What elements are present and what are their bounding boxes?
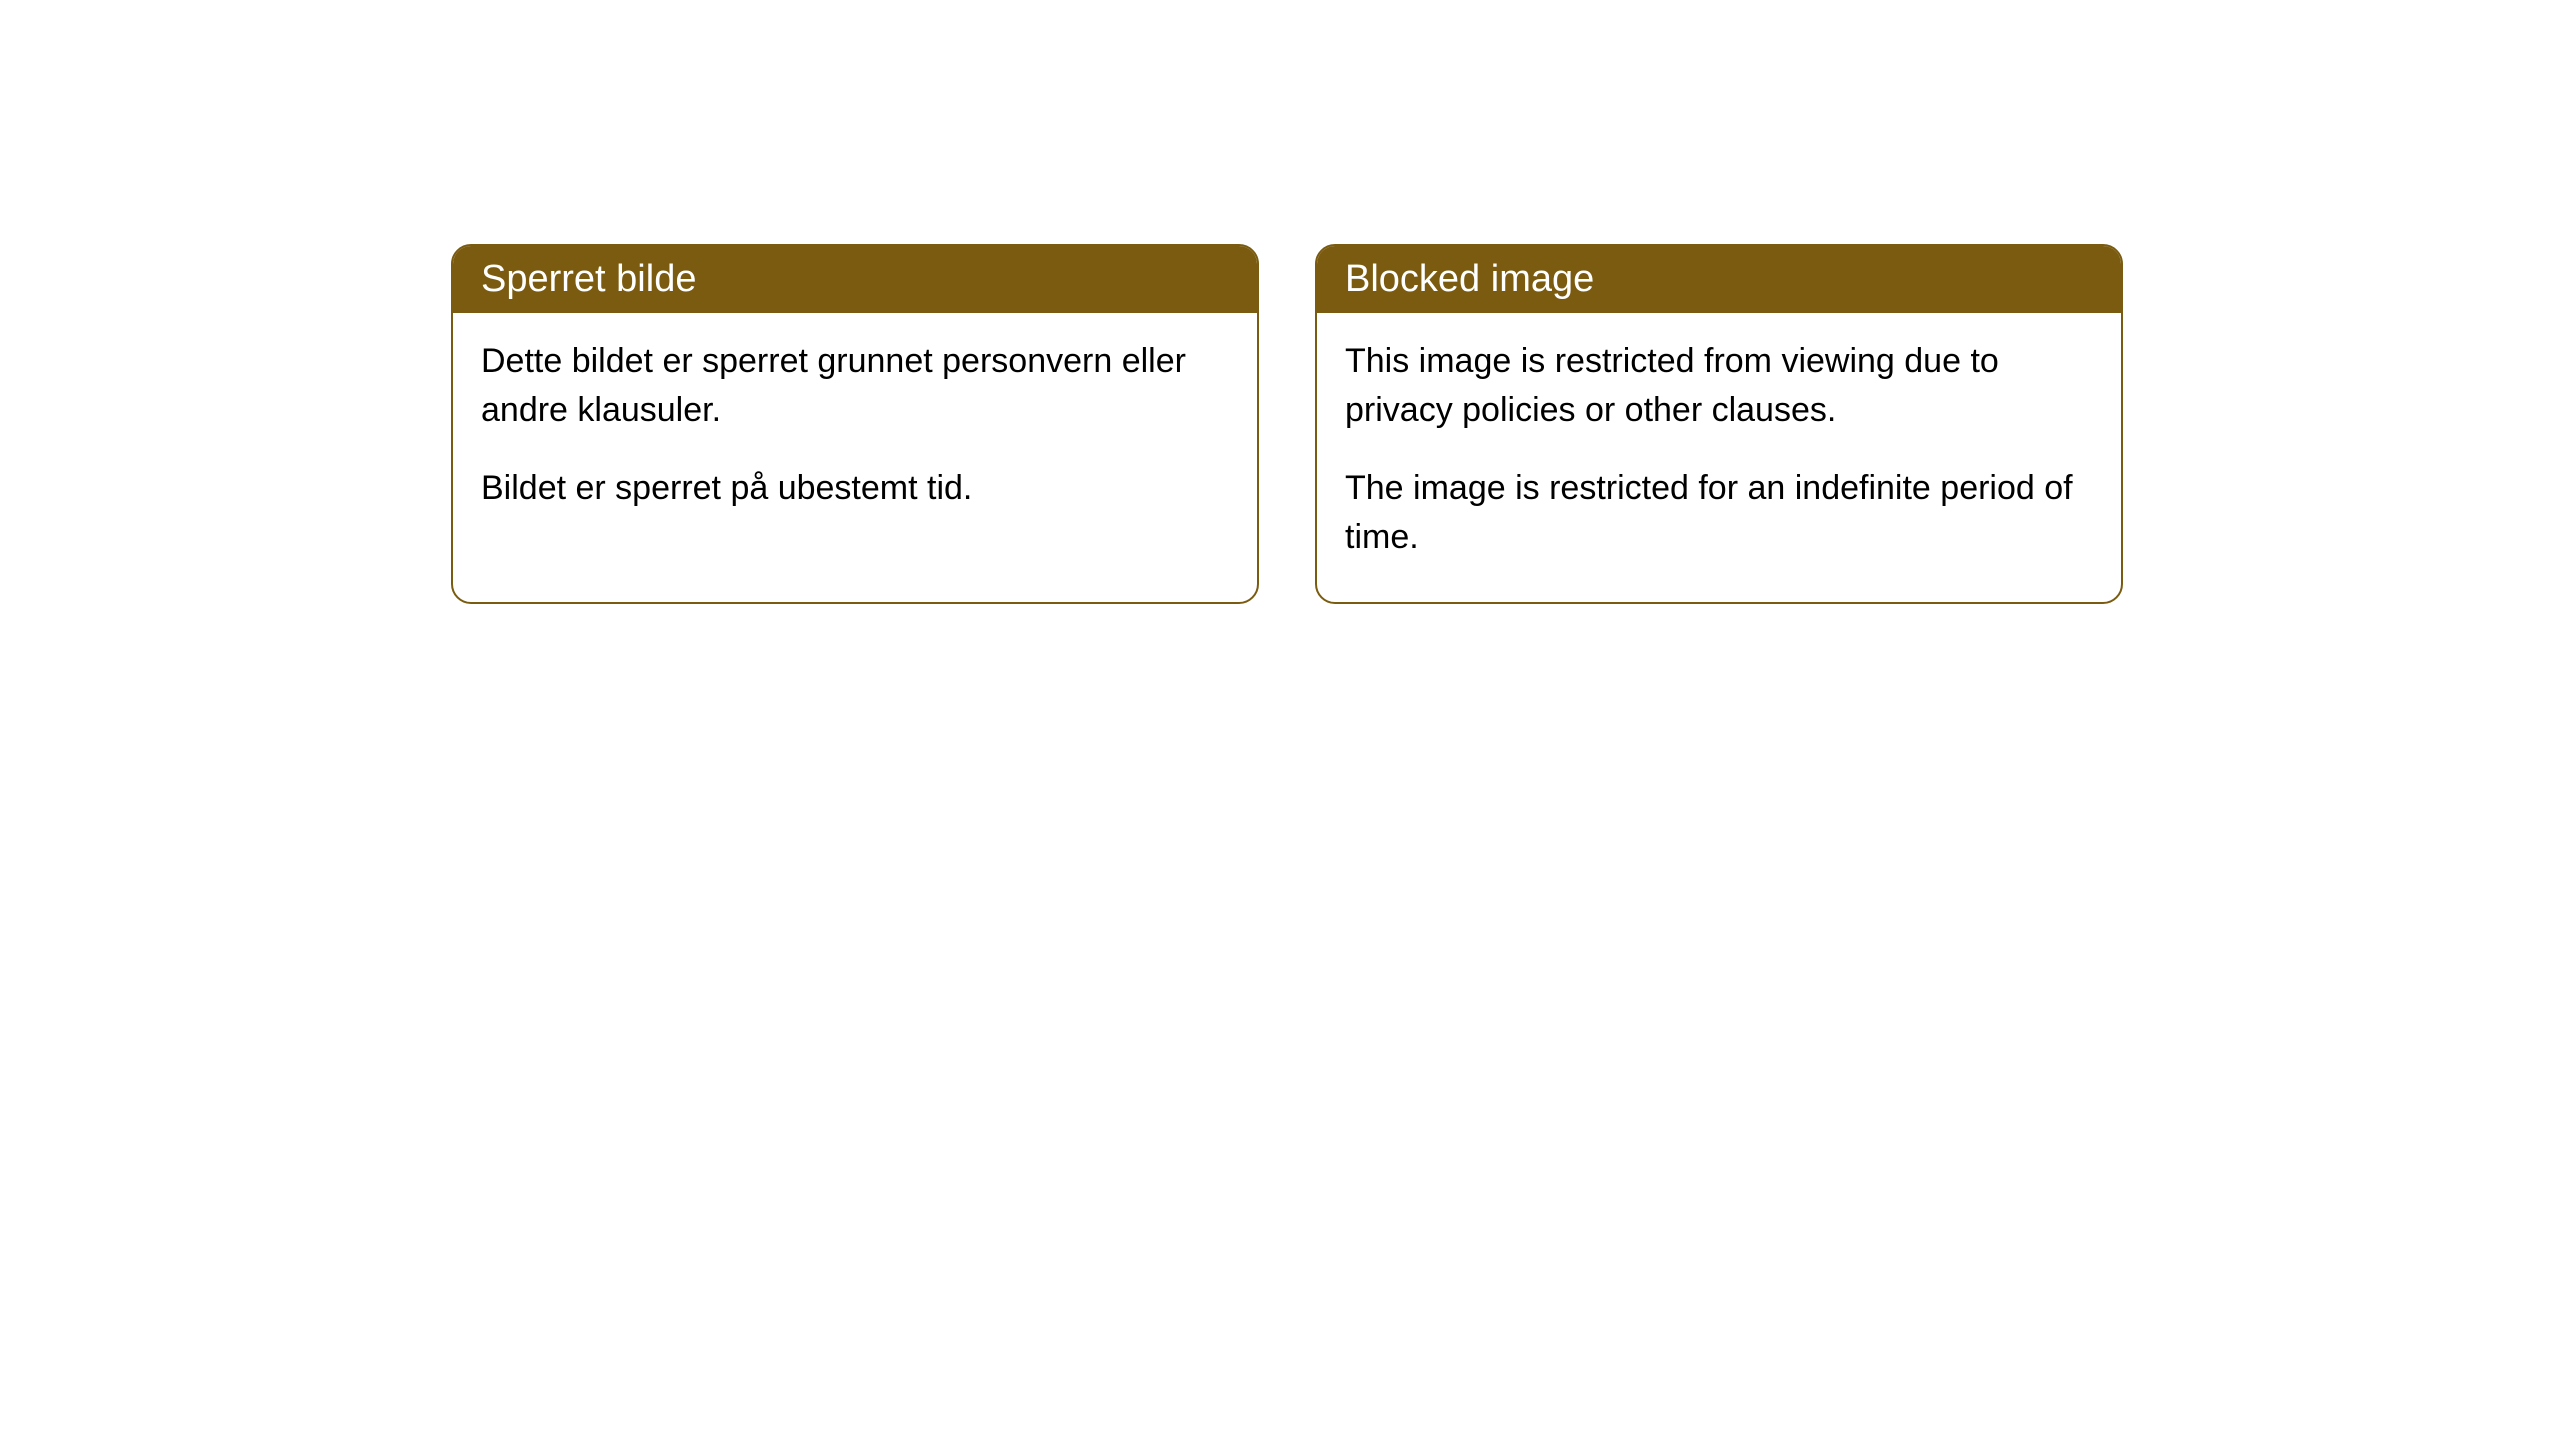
card-body: This image is restricted from viewing du… <box>1317 313 2121 602</box>
card-paragraph: The image is restricted for an indefinit… <box>1345 464 2093 563</box>
card-header: Blocked image <box>1317 246 2121 313</box>
card-title: Sperret bilde <box>481 258 696 300</box>
card-body: Dette bildet er sperret grunnet personve… <box>453 313 1257 553</box>
card-paragraph: Dette bildet er sperret grunnet personve… <box>481 337 1229 436</box>
notice-card-english: Blocked image This image is restricted f… <box>1315 244 2123 604</box>
card-title: Blocked image <box>1345 258 1594 300</box>
card-paragraph: Bildet er sperret på ubestemt tid. <box>481 464 1229 513</box>
card-paragraph: This image is restricted from viewing du… <box>1345 337 2093 436</box>
notice-card-norwegian: Sperret bilde Dette bildet er sperret gr… <box>451 244 1259 604</box>
card-header: Sperret bilde <box>453 246 1257 313</box>
notice-cards-container: Sperret bilde Dette bildet er sperret gr… <box>451 244 2123 604</box>
